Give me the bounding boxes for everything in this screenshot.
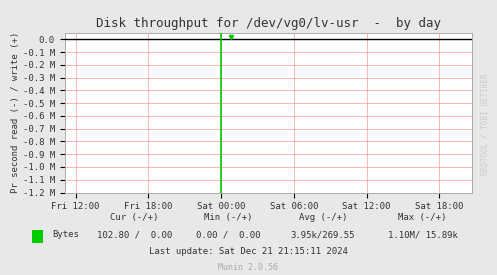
- Text: 0.00 /  0.00: 0.00 / 0.00: [196, 230, 261, 239]
- Title: Disk throughput for /dev/vg0/lv-usr  -  by day: Disk throughput for /dev/vg0/lv-usr - by…: [96, 17, 441, 31]
- Text: 102.80 /  0.00: 102.80 / 0.00: [96, 230, 172, 239]
- Text: Cur (-/+): Cur (-/+): [110, 213, 159, 222]
- Text: Avg (-/+): Avg (-/+): [299, 213, 347, 222]
- Text: Min (-/+): Min (-/+): [204, 213, 253, 222]
- Y-axis label: Pr second read (-) / write (+): Pr second read (-) / write (+): [11, 32, 20, 193]
- Text: Last update: Sat Dec 21 21:15:11 2024: Last update: Sat Dec 21 21:15:11 2024: [149, 248, 348, 256]
- Text: Munin 2.0.56: Munin 2.0.56: [219, 263, 278, 271]
- Text: Max (-/+): Max (-/+): [398, 213, 447, 222]
- Text: 3.95k/269.55: 3.95k/269.55: [291, 230, 355, 239]
- Text: 1.10M/ 15.89k: 1.10M/ 15.89k: [388, 230, 457, 239]
- Text: Bytes: Bytes: [52, 230, 79, 239]
- Text: RRDTOOL / TOBI OETIKER: RRDTOOL / TOBI OETIKER: [481, 73, 490, 175]
